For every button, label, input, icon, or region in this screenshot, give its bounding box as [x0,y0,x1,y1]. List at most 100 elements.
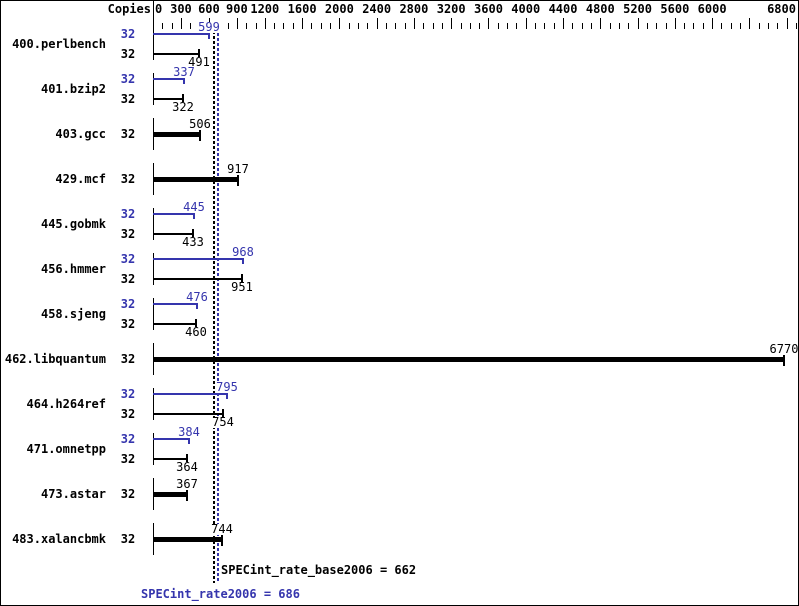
single-bar [153,132,200,137]
base-value-label: 754 [211,415,235,429]
benchmark-label: 456.hmmer [40,262,106,276]
axis-tick [395,23,396,29]
single-value-label: 744 [210,522,234,536]
copies-column-header: Copies [107,2,151,16]
bar-end-cap [198,49,200,59]
bar-end-cap [237,172,239,186]
axis-tick-label: 4800 [585,2,615,16]
axis-tick [349,23,350,29]
axis-tick [628,23,629,29]
axis-tick [311,23,312,29]
axis-tick [302,18,303,29]
axis-tick [339,18,340,29]
axis-tick [777,23,778,29]
axis-tick [330,23,331,29]
bar-end-cap [199,127,201,141]
axis-tick [433,23,434,29]
base-value-label: 433 [181,235,205,249]
axis-tick [591,23,592,29]
copies-value: 32 [120,127,136,141]
copies-value: 32 [120,207,136,221]
base-value-label: 491 [187,55,211,69]
bar-start-tick [153,73,154,105]
single-value-label: 917 [226,162,250,176]
single-value-label: 6770 [768,342,799,356]
bar-start-tick [153,388,154,420]
axis-tick [293,23,294,29]
axis-tick [693,23,694,29]
bar-end-cap [242,254,244,264]
copies-value: 32 [120,272,136,286]
axis-tick [535,23,536,29]
peak-value-label: 968 [231,245,255,259]
bar-end-cap [208,29,210,39]
axis-tick [498,23,499,29]
bar-start-tick [153,253,154,285]
axis-tick [470,23,471,29]
axis-tick [451,18,452,29]
base-value-label: 364 [175,460,199,474]
single-bar [153,177,238,182]
axis-tick [656,23,657,29]
axis-tick-label: 2800 [399,2,429,16]
copies-value: 32 [120,172,136,186]
benchmark-label: 400.perlbench [12,37,106,51]
peak-value-label: 476 [185,290,209,304]
axis-tick-label: 5600 [660,2,690,16]
axis-tick [526,18,527,29]
axis-tick [283,23,284,29]
axis-tick [265,18,266,29]
copies-value: 32 [120,297,136,311]
bar-start-tick [153,433,154,465]
axis-tick [731,23,732,29]
axis-tick-label: 3200 [436,2,466,16]
axis-tick [740,23,741,29]
axis-tick [582,23,583,29]
axis-tick-label: 0 [155,2,163,16]
peak-bar [153,393,227,395]
axis-tick [442,23,443,29]
axis-tick [554,23,555,29]
axis-tick-label: 1600 [287,2,317,16]
benchmark-label: 445.gobmk [40,217,106,231]
axis-tick [647,23,648,29]
axis-tick-label: 3600 [474,2,503,16]
bar-end-cap [186,454,188,464]
copies-value: 32 [120,317,136,331]
axis-tick [386,23,387,29]
single-bar [153,492,187,497]
single-value-label: 367 [175,477,199,491]
axis-tick [684,23,685,29]
bar-start-tick [153,28,154,60]
axis-tick [488,18,489,29]
axis-tick [638,18,639,29]
axis-tick [172,23,173,29]
axis-tick [572,23,573,29]
copies-value: 32 [120,452,136,466]
axis-tick [246,23,247,29]
axis-tick-label: 2000 [324,2,354,16]
bar-start-tick [153,298,154,330]
benchmark-label: 471.omnetpp [26,442,106,456]
peak-value-label: 445 [182,200,206,214]
bar-end-cap [783,352,785,366]
axis-tick [768,23,769,29]
axis-tick [563,18,564,29]
base-value-label: 322 [171,100,195,114]
bar-end-cap [221,532,223,546]
bar-end-cap [182,94,184,104]
axis-tick [712,18,713,29]
axis-tick [516,23,517,29]
axis-tick [461,23,462,29]
benchmark-label: 429.mcf [55,172,106,186]
single-bar [153,357,784,362]
axis-tick [237,18,238,29]
axis-tick [666,23,667,29]
axis-tick [367,23,368,29]
bar-end-cap [196,299,198,309]
peak-value-label: 337 [172,65,196,79]
axis-tick-label: 2400 [362,2,392,16]
bar-end-cap [226,389,228,399]
base-value-label: 951 [230,280,254,294]
